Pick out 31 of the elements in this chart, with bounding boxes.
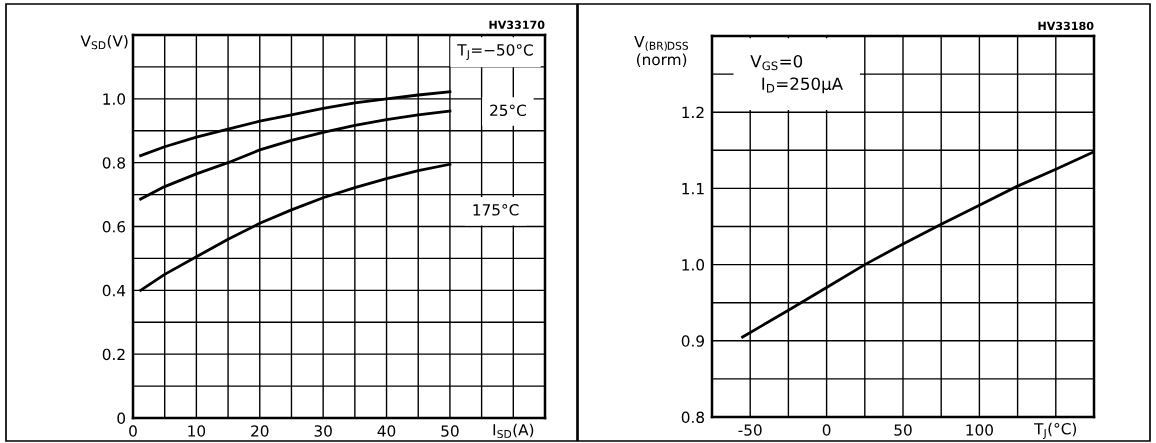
y-tick-label: 1.2 bbox=[682, 106, 704, 118]
y-tick-label: 0.8 bbox=[102, 157, 126, 169]
x-tick-label: 30 bbox=[314, 425, 332, 437]
x-tick-label: 0 bbox=[822, 424, 831, 436]
annotation: 25°C bbox=[490, 104, 526, 117]
annotation: T$_{J}$=−50°C bbox=[457, 44, 533, 61]
x-tick-label: 50 bbox=[894, 424, 912, 436]
x-axis-title: I$_{SD}$(A) bbox=[493, 423, 534, 438]
annotation: 175°C bbox=[473, 204, 519, 216]
y-tick-label: 1.0 bbox=[682, 259, 705, 271]
y-tick-label: 0.6 bbox=[102, 220, 126, 233]
y-tick-label: 0 bbox=[117, 412, 126, 425]
x-tick-label: 50 bbox=[441, 425, 459, 437]
x-tick-label: 40 bbox=[377, 425, 396, 437]
x-tick-label: -50 bbox=[738, 424, 762, 436]
y-tick-label: 1.1 bbox=[682, 183, 704, 195]
x-tick-label: 10 bbox=[188, 425, 206, 437]
text: HV33180 bbox=[1038, 21, 1094, 31]
y-tick-label: 0.4 bbox=[102, 284, 126, 297]
x-axis-title: T$_{J}$(°C) bbox=[1034, 422, 1077, 439]
y-tick-label: 0.2 bbox=[102, 348, 125, 361]
x-tick-label: 20 bbox=[251, 425, 269, 437]
text: HV33170 bbox=[489, 20, 545, 30]
y-axis-title: V$_{SD}$(V) bbox=[80, 35, 128, 50]
y-tick-label: 0.9 bbox=[681, 335, 704, 347]
y-tick-label: 0.8 bbox=[681, 411, 705, 424]
y-axis-title: V$_{(BR)DSS}$ (norm) bbox=[634, 36, 689, 68]
x-tick-label: 100 bbox=[966, 424, 993, 436]
annotation: V$_{GS}$=0 I$_{D}$=250μA bbox=[750, 54, 843, 94]
x-tick-label: 0 bbox=[129, 425, 137, 437]
y-tick-label: 1.0 bbox=[103, 93, 126, 105]
